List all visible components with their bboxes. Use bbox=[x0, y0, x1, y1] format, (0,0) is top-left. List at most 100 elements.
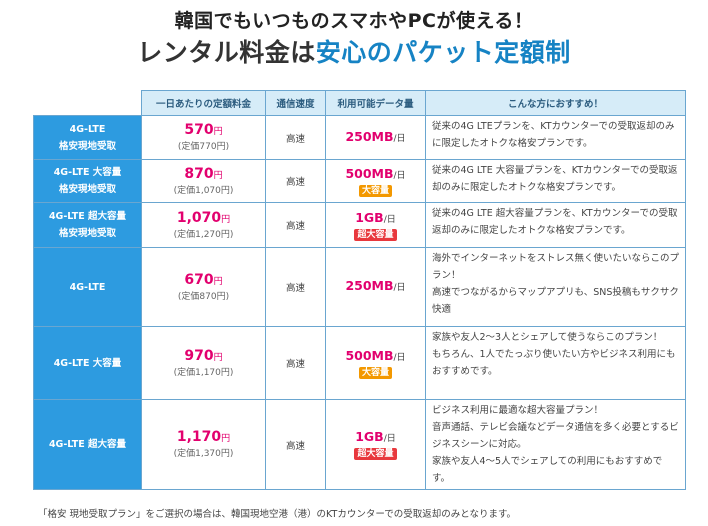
daily-price: 870円 bbox=[143, 165, 264, 185]
price-value: 570 bbox=[184, 122, 214, 138]
price-unit: 円 bbox=[213, 170, 223, 181]
recommendation-cell: 従来の4G LTEプランを、KTカウンターでの受取返却のみに限定したオトクな格安… bbox=[425, 115, 686, 160]
price-cell: 670円 (定価870円) bbox=[141, 247, 266, 327]
recommendation-cell: 海外でインターネットをストレス無く使いたいならこのプラン！ 高速でつながるからマ… bbox=[425, 247, 686, 327]
list-price: (定価1,270円) bbox=[173, 229, 234, 240]
daily-price: 570円 bbox=[143, 121, 264, 141]
plan-name: 4G-LTE bbox=[69, 281, 106, 293]
header-data: 利用可能データ量 bbox=[325, 90, 426, 116]
table-row: 4G-LTE 超大容量 格安現地受取 1,070円 (定価1,270円) 高速 1GB/日… bbox=[33, 202, 686, 248]
plan-name: 4G-LTE 超大容量 bbox=[48, 439, 127, 450]
recommendation-text: 従来の4G LTE 大容量プランを、KTカウンターでの受取返却のみに限定したオト… bbox=[432, 165, 678, 193]
data-value: 500MB bbox=[345, 347, 394, 363]
list-price: (定価870円) bbox=[177, 291, 230, 302]
plan-name-cell: 4G-LTE 格安現地受取 bbox=[33, 115, 142, 160]
daily-price: 670円 bbox=[143, 271, 264, 291]
data-unit: /日 bbox=[383, 434, 396, 444]
data-amount: 1GB/日 bbox=[327, 210, 424, 228]
header-speed: 通信速度 bbox=[265, 90, 326, 116]
price-value: 870 bbox=[184, 165, 214, 182]
table-row: 4G-LTE 670円 (定価870円) 高速 250MB/日 海外でインターネットをスト… bbox=[33, 247, 686, 327]
recommendation-cell: 従来の4G LTE 超大容量プランを、KTカウンターでの受取返却のみに限定したオ… bbox=[425, 202, 686, 248]
footnote: 「格安 現地受取プラン」をご選択の場合は、韓国現地空港（港）のKTカウンターでの… bbox=[38, 509, 517, 520]
table-row: 4G-LTE 格安現地受取 570円 (定価770円) 高速 250MB/日 従来の4G L… bbox=[33, 115, 686, 160]
data-cell: 250MB/日 bbox=[325, 247, 426, 327]
recommendation-text: 従来の4G LTEプランを、KTカウンターでの受取返却のみに限定したオトクな格安… bbox=[432, 121, 675, 149]
data-amount: 500MB/日 bbox=[327, 348, 424, 366]
price-unit: 円 bbox=[221, 214, 231, 225]
price-cell: 970円 (定価1,170円) bbox=[141, 326, 266, 400]
plan-name-cell: 4G-LTE bbox=[33, 247, 142, 327]
data-cell: 500MB/日 大容量 bbox=[325, 159, 426, 203]
price-value: 970 bbox=[184, 347, 214, 364]
recommendation-text: 海外でインターネットをストレス無く使いたいならこのプラン！ 高速でつながるからマ… bbox=[432, 253, 680, 315]
speed-cell: 高速 bbox=[265, 399, 326, 490]
plan-name: 4G-LTE 大容量 bbox=[53, 167, 122, 178]
table-header-row: 一日あたりの定額料金 通信速度 利用可能データ量 こんな方におすすめ！ bbox=[33, 90, 686, 116]
speed-cell: 高速 bbox=[265, 115, 326, 160]
data-unit: /日 bbox=[383, 214, 396, 225]
price-unit: 円 bbox=[221, 434, 231, 444]
recommendation-text: 従来の4G LTE 超大容量プランを、KTカウンターでの受取返却のみに限定したオ… bbox=[432, 208, 678, 236]
price-value: 670 bbox=[184, 271, 214, 288]
data-amount: 500MB/日 bbox=[327, 166, 424, 184]
subheadline-accent: 安心のパケット定額制 bbox=[315, 38, 571, 67]
data-value: 250MB bbox=[345, 128, 394, 144]
recommendation-text: 家族や友人2～3人とシェアして使うならこのプラン！ もちろん、1人でたっぷり使い… bbox=[432, 332, 676, 377]
list-price: (定価1,070円) bbox=[173, 185, 234, 196]
data-cell: 1GB/日 超大容量 bbox=[325, 202, 426, 248]
data-unit: /日 bbox=[393, 170, 406, 181]
plan-name-cell: 4G-LTE 超大容量 格安現地受取 bbox=[33, 202, 142, 248]
price-cell: 570円 (定価770円) bbox=[141, 115, 266, 160]
capacity-badge: 超大容量 bbox=[354, 228, 397, 241]
plan-name-cell: 4G-LTE 大容量 格安現地受取 bbox=[33, 159, 142, 203]
data-amount: 250MB/日 bbox=[327, 278, 424, 296]
table-row: 4G-LTE 大容量 970円 (定価1,170円) 高速 500MB/日 大容量 家族や友… bbox=[33, 326, 686, 400]
price-cell: 870円 (定価1,070円) bbox=[141, 159, 266, 203]
plan-name-cell: 4G-LTE 超大容量 bbox=[33, 399, 142, 490]
price-cell: 1,070円 (定価1,270円) bbox=[141, 202, 266, 248]
price-unit: 円 bbox=[213, 276, 223, 287]
table-row: 4G-LTE 大容量 格安現地受取 870円 (定価1,070円) 高速 500MB/日大… bbox=[33, 159, 686, 203]
plan-name-cell: 4G-LTE 大容量 bbox=[33, 326, 142, 400]
plan-table: 一日あたりの定額料金 通信速度 利用可能データ量 こんな方におすすめ！ 4G-L… bbox=[33, 90, 686, 490]
price-value: 1,170 bbox=[176, 429, 222, 445]
headline: 韓国でもいつものスマホやPCが使える！ bbox=[174, 10, 534, 32]
header-recommend: こんな方におすすめ！ bbox=[425, 90, 686, 116]
capacity-badge: 大容量 bbox=[358, 366, 392, 379]
capacity-badge: 超大容量 bbox=[354, 448, 397, 460]
recommendation-text: ビジネス利用に最適な超大容量プラン！ 音声通話、テレビ会議などデータ通信を多く必… bbox=[432, 405, 679, 484]
recommendation-cell: 従来の4G LTE 大容量プランを、KTカウンターでの受取返却のみに限定したオト… bbox=[425, 159, 686, 203]
capacity-badge: 大容量 bbox=[358, 184, 392, 197]
price-cell: 1,170円 (定価1,370円) bbox=[141, 399, 266, 490]
plan-name: 4G-LTE 超大容量 bbox=[48, 211, 127, 222]
recommendation-cell: 家族や友人2～3人とシェアして使うならこのプラン！ もちろん、1人でたっぷり使い… bbox=[425, 326, 686, 400]
daily-price: 1,170円 bbox=[143, 428, 264, 448]
plan-subname: 格安現地受取 bbox=[58, 140, 116, 152]
subheadline-plain: レンタル料金は bbox=[137, 38, 316, 67]
data-cell: 250MB/日 bbox=[325, 115, 426, 160]
plan-subname: 格安現地受取 bbox=[58, 184, 116, 195]
daily-price: 1,070円 bbox=[143, 209, 264, 229]
daily-price: 970円 bbox=[143, 347, 264, 367]
data-unit: /日 bbox=[393, 133, 406, 144]
speed-cell: 高速 bbox=[265, 159, 326, 203]
price-unit: 円 bbox=[213, 127, 223, 137]
data-cell: 1GB/日超大容量 bbox=[325, 399, 426, 490]
data-value: 1GB bbox=[355, 429, 384, 444]
list-price: (定価770円) bbox=[177, 142, 230, 152]
plan-name: 4G-LTE bbox=[69, 123, 106, 135]
subheadline: レンタル料金は安心のパケット定額制 bbox=[0, 33, 708, 69]
list-price: (定価1,170円) bbox=[173, 367, 234, 378]
price-unit: 円 bbox=[213, 352, 223, 363]
speed-cell: 高速 bbox=[265, 247, 326, 327]
data-amount: 250MB/日 bbox=[327, 129, 424, 147]
price-value: 1,070 bbox=[176, 209, 222, 226]
table-row: 4G-LTE 超大容量 1,170円 (定価1,370円) 高速 1GB/日 超大容量 ビジ… bbox=[33, 399, 686, 490]
recommendation-cell: ビジネス利用に最適な超大容量プラン！ 音声通話、テレビ会議などデータ通信を多く必… bbox=[425, 399, 686, 490]
data-value: 1GB bbox=[355, 209, 384, 225]
speed-cell: 高速 bbox=[265, 326, 326, 400]
header-price: 一日あたりの定額料金 bbox=[141, 90, 266, 116]
data-unit: /日 bbox=[393, 283, 406, 293]
list-price: (定価1,370円) bbox=[173, 449, 234, 459]
